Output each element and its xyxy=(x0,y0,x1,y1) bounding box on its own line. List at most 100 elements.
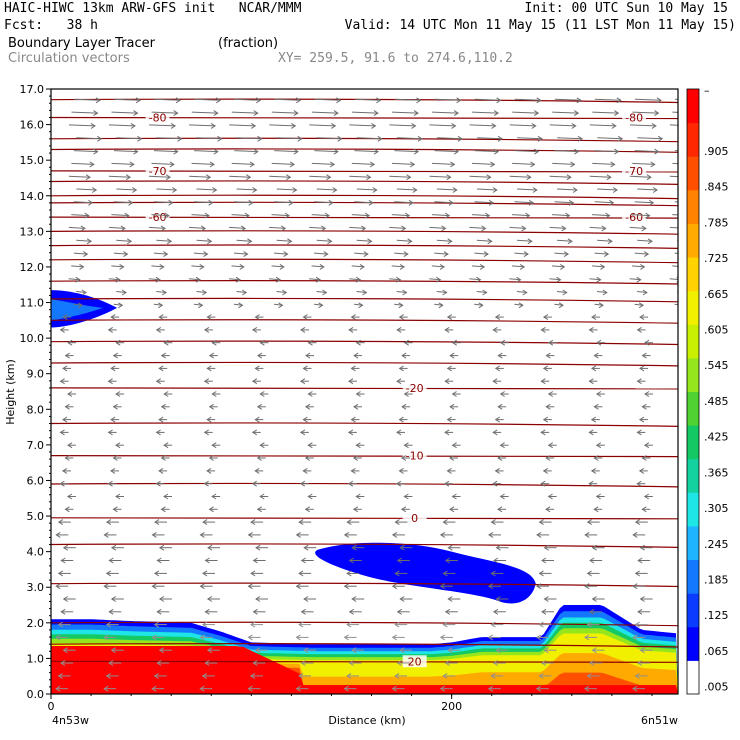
x-axis-title: Distance (km) xyxy=(328,714,405,727)
isotherm-label: -80 xyxy=(149,111,167,124)
colorbar-swatch xyxy=(687,391,699,426)
colorbar-label: .725 xyxy=(704,252,729,265)
colorbar-swatch xyxy=(687,660,699,695)
colorbar-label: .365 xyxy=(704,466,729,479)
y-tick-label: 2.0 xyxy=(27,617,45,630)
tracer-midlevel-patch xyxy=(315,542,536,604)
isotherm-line xyxy=(51,517,678,520)
isotherm-label: -60 xyxy=(625,211,643,224)
isotherm-line xyxy=(51,361,678,367)
header-forecast: Fcst: 38 h xyxy=(4,18,98,33)
colorbar-swatch xyxy=(687,559,699,594)
isotherm-line xyxy=(51,216,678,219)
x-left-endpoint: 4n53w xyxy=(52,714,89,727)
colorbar-swatch xyxy=(687,122,699,157)
y-tick-label: 10.0 xyxy=(20,332,45,345)
header-title: HAIC-HIWC 13km ARW-GFS init NCAR/MMM xyxy=(4,1,302,16)
colorbar-label: .665 xyxy=(704,288,729,301)
y-tick-label: 14.0 xyxy=(20,190,45,203)
isotherm-label: -20 xyxy=(406,382,424,395)
isotherm-label: -80 xyxy=(625,111,643,124)
y-axis-title: Height (km) xyxy=(4,359,17,425)
xy-label: XY= 259.5, 91.6 to 274.6,110.2 xyxy=(278,51,513,66)
y-tick-label: 13.0 xyxy=(20,225,45,238)
colorbar-label: .245 xyxy=(704,538,729,551)
isotherm-line xyxy=(51,297,678,303)
y-tick-label: 0.0 xyxy=(27,688,45,701)
colorbar-swatch xyxy=(687,492,699,527)
isotherm-line xyxy=(51,543,678,548)
colorbar: .005 .065 .125 .185 .245 .305 .365 .425 .485 .545… xyxy=(686,84,729,695)
header-init: Init: 00 UTC Sun 10 May 15 xyxy=(524,1,729,16)
header-valid: Valid: 14 UTC Mon 11 May 15 (11 LST Mon … xyxy=(344,18,736,33)
isotherm-line xyxy=(51,643,678,648)
axes: 0.0 1.0 2.0 3.0 4.0 5.0 6.0 7.0 8.0 9.0 10.0 11.0 12… xyxy=(20,83,679,713)
colorbar-swatch xyxy=(687,626,699,661)
isotherm-label: -70 xyxy=(625,165,643,178)
colorbar-label: .605 xyxy=(704,324,729,337)
y-tick-label: 3.0 xyxy=(27,581,45,594)
colorbar-label: .065 xyxy=(704,645,729,658)
isotherm-line xyxy=(51,137,678,143)
isotherm-line xyxy=(51,180,678,185)
isotherm-label: 0 xyxy=(411,512,418,525)
colorbar-label: .485 xyxy=(704,395,729,408)
colorbar-swatch xyxy=(687,357,699,392)
x-right-endpoint: 6n51w xyxy=(641,714,678,727)
y-tick-label: 7.0 xyxy=(27,439,45,452)
isotherm-label: -10 xyxy=(406,450,424,463)
isotherm-line xyxy=(51,258,678,264)
isotherm-line xyxy=(51,582,678,588)
colorbar-swatch xyxy=(687,89,699,124)
isotherm-line xyxy=(51,230,678,235)
colorbar-frame xyxy=(686,88,700,695)
y-tick-label: 12.0 xyxy=(20,261,45,274)
colorbar-swatch xyxy=(687,223,699,258)
colorbar-swatch xyxy=(687,156,699,191)
isotherm-label: -60 xyxy=(149,211,167,224)
isotherm-line xyxy=(51,482,678,488)
y-tick-label: 8.0 xyxy=(27,403,45,416)
field-name: Boundary Layer Tracer xyxy=(8,36,155,51)
isotherm-line xyxy=(51,340,678,346)
colorbar-label: .005 xyxy=(704,681,729,694)
y-tick-label: 6.0 xyxy=(27,474,45,487)
colorbar-top-label: – xyxy=(704,84,710,97)
y-tick-label: 11.0 xyxy=(20,297,45,310)
isotherm-line xyxy=(51,422,678,427)
isotherm-line xyxy=(51,455,678,458)
isotherm-label: 20 xyxy=(408,655,422,668)
y-tick-label: 4.0 xyxy=(27,546,45,559)
tracer-upper-patch-core xyxy=(51,298,104,321)
isotherm-line xyxy=(51,194,678,200)
colorbar-swatch xyxy=(687,324,699,359)
y-tick-label: 1.0 xyxy=(27,652,45,665)
colorbar-label: .905 xyxy=(704,145,729,158)
isotherm-line xyxy=(51,319,678,324)
colorbar-swatch xyxy=(687,525,699,560)
y-tick-label: 9.0 xyxy=(27,368,45,381)
plot-frame xyxy=(50,88,679,695)
isotherm-line xyxy=(51,170,678,173)
circulation-vectors xyxy=(55,97,678,692)
isotherm-line xyxy=(51,280,678,285)
colorbar-swatch xyxy=(687,593,699,628)
colorbar-swatch xyxy=(687,290,699,325)
y-tick-label: 17.0 xyxy=(20,83,45,96)
plot-area: -80 -80 -70 -70 -60 -60 -20 -10 0 20 xyxy=(51,97,678,694)
colorbar-label: .545 xyxy=(704,359,729,372)
colorbar-label: .125 xyxy=(704,609,729,622)
colorbar-label: .185 xyxy=(704,574,729,587)
field-units: (fraction) xyxy=(218,36,279,51)
header: HAIC-HIWC 13km ARW-GFS init NCAR/MMM Ini… xyxy=(0,0,740,70)
y-tick-label: 15.0 xyxy=(20,154,45,167)
colorbar-label: .305 xyxy=(704,502,729,515)
colorbar-swatch xyxy=(687,458,699,493)
isotherm-line xyxy=(51,660,678,663)
x-tick-label: 0 xyxy=(48,700,55,713)
isotherm-line xyxy=(51,244,678,249)
colorbar-swatch xyxy=(687,189,699,224)
isotherm-label: -70 xyxy=(149,165,167,178)
y-tick-label: 5.0 xyxy=(27,510,45,523)
